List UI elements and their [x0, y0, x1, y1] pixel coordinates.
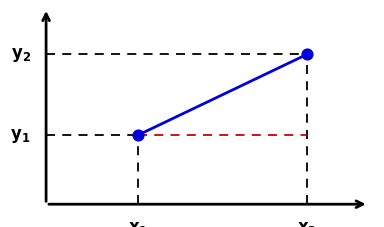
Text: $\mathbf{y_2}$: $\mathbf{y_2}$	[11, 46, 31, 64]
Text: $\mathbf{x_1}$: $\mathbf{x_1}$	[128, 218, 148, 227]
Text: $\mathbf{y_1}$: $\mathbf{y_1}$	[10, 126, 31, 144]
Point	[135, 133, 141, 137]
Text: $\mathbf{x_2}$: $\mathbf{x_2}$	[297, 218, 317, 227]
Point	[304, 53, 310, 57]
